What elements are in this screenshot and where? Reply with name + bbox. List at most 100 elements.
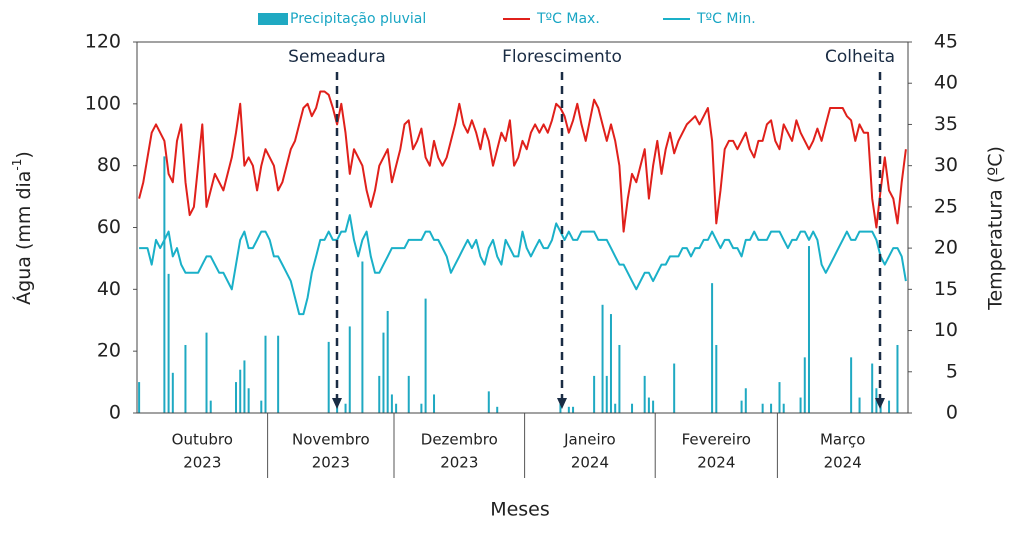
precip-bar (770, 403, 773, 413)
precip-bar (761, 403, 764, 413)
precip-bar (163, 156, 166, 413)
precip-bar (424, 298, 427, 413)
precip-bar (652, 400, 655, 413)
annotation-arrowhead (332, 398, 342, 409)
precip-bar (348, 326, 351, 413)
year-label: 2023 (440, 454, 478, 472)
legend-label: TºC Min. (696, 11, 756, 27)
precip-bar (614, 403, 617, 413)
precip-bar (711, 283, 714, 413)
y-tick-label: 0 (109, 402, 121, 424)
month-label: Dezembro (421, 431, 498, 449)
precip-bar (239, 369, 242, 413)
precip-bar (407, 375, 410, 413)
precip-bar (593, 375, 596, 413)
y-axis-title-sup: -1 (10, 159, 24, 171)
precip-bar (344, 403, 347, 413)
precip-bar (205, 332, 208, 413)
precip-bar (879, 403, 882, 413)
precip-bar (778, 382, 781, 413)
precip-bar (264, 335, 267, 413)
precip-bar (420, 403, 423, 413)
legend-label: TºC Max. (536, 11, 600, 27)
precip-bar (871, 363, 874, 413)
precip-bar (715, 344, 718, 413)
precip-bar (378, 375, 381, 413)
precip-bar (803, 357, 806, 413)
precip-bar (138, 382, 141, 413)
precip-bar (167, 273, 170, 413)
y-tick-label: 100 (85, 92, 121, 114)
y-axis-title-close: ) (13, 151, 35, 158)
precip-bar (896, 344, 899, 413)
month-label: Fevereiro (682, 431, 751, 449)
year-label: 2023 (312, 454, 350, 472)
y-tick-label: 40 (97, 278, 121, 300)
precip-bar (277, 335, 280, 413)
precip-bar (567, 406, 570, 413)
precip-bar (609, 314, 612, 413)
precip-bar (433, 394, 436, 413)
y2-tick-label: 45 (934, 31, 958, 53)
plot-frame (136, 41, 909, 414)
precip-bar (799, 397, 802, 413)
precip-bar (496, 406, 499, 413)
year-label: 2024 (571, 454, 609, 472)
annotation: Semeadura (288, 47, 386, 67)
month-label: Novembro (292, 431, 370, 449)
x-axis-title: Meses (490, 499, 550, 521)
precip-bar (572, 406, 575, 413)
legend-label: Precipitação pluvial (290, 11, 426, 27)
precip-bar (807, 246, 810, 413)
temp-line (139, 214, 907, 316)
y-tick-label: 120 (85, 31, 121, 53)
y2-tick-label: 40 (934, 72, 958, 94)
y2-tick-label: 15 (934, 278, 958, 300)
month-label: Janeiro (563, 431, 616, 449)
year-label: 2024 (697, 454, 735, 472)
precip-bar (487, 391, 490, 413)
legend-swatch (258, 13, 288, 25)
precip-bar (673, 363, 676, 413)
precip-bar (361, 261, 364, 413)
precip-bar (386, 310, 389, 413)
y2-tick-label: 25 (934, 195, 958, 217)
precip-bar (390, 394, 393, 413)
precip-bar (647, 397, 650, 413)
precip-bar (395, 403, 398, 413)
precip-bar (260, 400, 263, 413)
annotation: Colheita (825, 47, 895, 67)
y2-axis-title: Temperatura (ºC) (985, 146, 1007, 311)
precip-bar (643, 375, 646, 413)
annotation: Florescimento (502, 47, 622, 67)
precip-bar (171, 372, 174, 413)
y2-tick-label: 20 (934, 237, 958, 259)
year-label: 2023 (183, 454, 221, 472)
y-tick-label: 20 (97, 340, 121, 362)
precip-bar (247, 388, 250, 413)
y2-tick-label: 35 (934, 113, 958, 135)
precip-bar (740, 400, 743, 413)
month-label: Outubro (172, 431, 233, 449)
y-axis-title-text: Água (mm dia (12, 171, 35, 305)
y2-tick-label: 5 (946, 360, 958, 382)
y2-tick-label: 10 (934, 319, 958, 341)
precip-bar (559, 403, 562, 413)
annotation-arrowhead (875, 398, 885, 409)
precip-bar (782, 403, 785, 413)
y-tick-label: 80 (97, 154, 121, 176)
precip-bar (888, 400, 891, 413)
precip-bar (327, 341, 330, 413)
y2-tick-label: 0 (946, 402, 958, 424)
precip-bar (243, 360, 246, 413)
y-tick-label: 60 (97, 216, 121, 238)
temp-line (138, 90, 907, 233)
y2-tick-label: 30 (934, 154, 958, 176)
precip-bar (850, 357, 853, 413)
precip-bar (618, 344, 621, 413)
year-label: 2024 (824, 454, 862, 472)
precip-bar (744, 388, 747, 413)
y-axis-title: Água (mm dia-1) (10, 151, 35, 305)
precip-bar (209, 400, 212, 413)
